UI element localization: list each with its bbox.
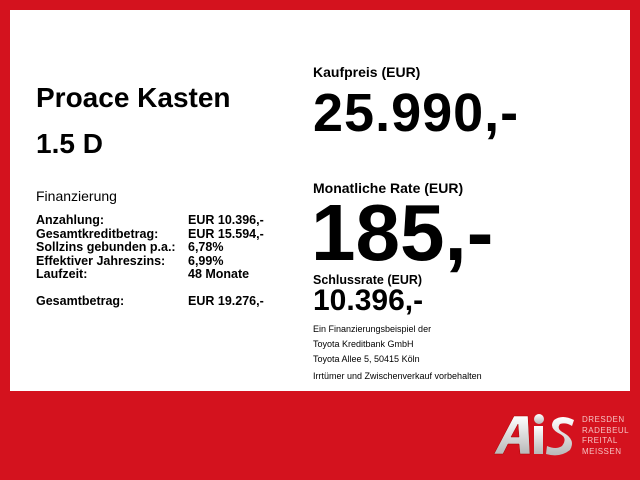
financing-row: Sollzins gebunden p.a.: 6,78% [36, 240, 264, 255]
city: DRESDEN [582, 415, 625, 424]
row-value: 6,99% [188, 253, 224, 268]
note-line: Toyota Allee 5, 50415 Köln [313, 354, 420, 364]
total-label: Gesamtbetrag: [36, 294, 125, 308]
financing-row: Gesamtkreditbetrag: EUR 15.594,- [36, 226, 264, 242]
financing-row: Effektiver Jahreszins: 6,99% [36, 253, 264, 269]
total-row: Gesamtbetrag: EUR 19.276,- [36, 294, 264, 308]
final-rate-label: Schlussrate (EUR) [313, 273, 423, 287]
monthly-value: 185,- [311, 188, 494, 277]
row-label: Sollzins gebunden p.a.: [36, 240, 176, 254]
ais-logo [493, 414, 574, 456]
row-value: 6,78% [188, 240, 224, 254]
row-label: Gesamtkreditbetrag: [36, 226, 159, 241]
row-value: EUR 10.396,- [188, 213, 264, 227]
offer-panel [10, 10, 630, 391]
financing-note: Ein Finanzierungsbeispiel der Toyota Kre… [313, 322, 431, 367]
disclaimer: Irrtümer und Zwischenverkauf vorbehalten [313, 371, 482, 381]
price-value: 25.990,- [313, 83, 520, 143]
row-value: EUR 15.594,- [188, 226, 264, 241]
financing-row: Anzahlung: EUR 10.396,- [36, 213, 264, 228]
row-label: Laufzeit: [36, 267, 88, 281]
financing-heading: Finanzierung [36, 188, 117, 204]
row-label: Anzahlung: [36, 213, 105, 227]
note-line: Ein Finanzierungsbeispiel der [313, 324, 432, 334]
note-line: Toyota Kreditbank GmbH [313, 339, 414, 349]
total-value: EUR 19.276,- [188, 294, 264, 308]
city: MEISSEN [582, 446, 622, 456]
financing-row: Laufzeit: 48 Monate [36, 267, 264, 282]
monthly-label: Monatliche Rate (EUR) [313, 180, 464, 196]
engine-title: 1.5 D [36, 128, 103, 159]
logo-cities: DRESDEN RADEBEUL FREITAL MEISSEN [582, 415, 629, 457]
city: RADEBEUL [582, 425, 630, 435]
price-label: Kaufpreis (EUR) [313, 64, 421, 80]
row-label: Effektiver Jahreszins: [36, 253, 166, 268]
city: FREITAL [582, 436, 618, 445]
row-value: 48 Monate [188, 267, 250, 281]
financing-table: Anzahlung: EUR 10.396,- Gesamtkreditbetra… [36, 213, 264, 282]
model-title: Proace Kasten [36, 82, 231, 113]
final-rate-value: 10.396,- [313, 284, 424, 317]
